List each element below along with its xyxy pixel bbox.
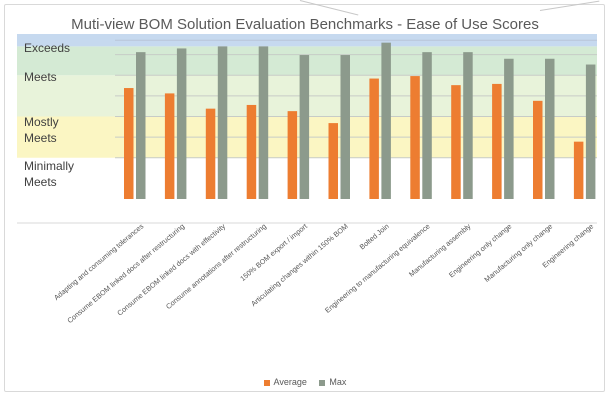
band-label-mostly-meets: Mostly Meets — [24, 115, 59, 145]
category-label-10: Manufacturing only change — [482, 222, 554, 284]
bar-max-4 — [299, 55, 310, 199]
bar-average-7 — [410, 76, 420, 199]
category-label-4: 150% BOM export / import — [238, 222, 309, 283]
bar-max-6 — [381, 42, 391, 199]
legend-item-max: Max — [319, 377, 346, 387]
legend-label-average: Average — [273, 377, 307, 387]
bar-max-3 — [258, 46, 269, 199]
band-label-exceeds: Exceeds — [24, 41, 71, 55]
legend: Average Max — [0, 377, 610, 387]
legend-swatch-average — [263, 379, 270, 386]
bar-average-11 — [573, 141, 584, 199]
band-label-meets: Meets — [24, 70, 57, 84]
bar-max-11 — [585, 64, 596, 200]
category-label-6: Bolted Join — [358, 222, 391, 252]
bar-average-1 — [164, 93, 175, 199]
bar-average-10 — [533, 100, 543, 199]
bar-max-0 — [136, 52, 146, 200]
bar-max-1 — [176, 48, 187, 199]
bar-average-0 — [124, 88, 134, 199]
bar-average-3 — [246, 104, 257, 199]
bar-average-2 — [205, 108, 216, 199]
bar-max-10 — [545, 58, 555, 199]
bar-max-5 — [340, 55, 350, 199]
legend-swatch-max — [319, 379, 326, 386]
bar-average-9 — [492, 83, 502, 199]
band-label-minimally-meets: Minimally Meets — [24, 159, 75, 189]
legend-item-average: Average — [263, 377, 307, 387]
bar-average-8 — [451, 85, 461, 199]
chart-title: Muti-view BOM Solution Evaluation Benchm… — [71, 16, 539, 33]
bar-max-2 — [217, 46, 228, 199]
bar-max-8 — [463, 52, 473, 200]
bar-average-5 — [328, 123, 338, 199]
bar-average-4 — [287, 111, 298, 199]
legend-label-max: Max — [329, 377, 347, 387]
bar-max-7 — [422, 52, 432, 200]
bar-max-9 — [504, 58, 514, 199]
bar-average-6 — [369, 78, 379, 199]
